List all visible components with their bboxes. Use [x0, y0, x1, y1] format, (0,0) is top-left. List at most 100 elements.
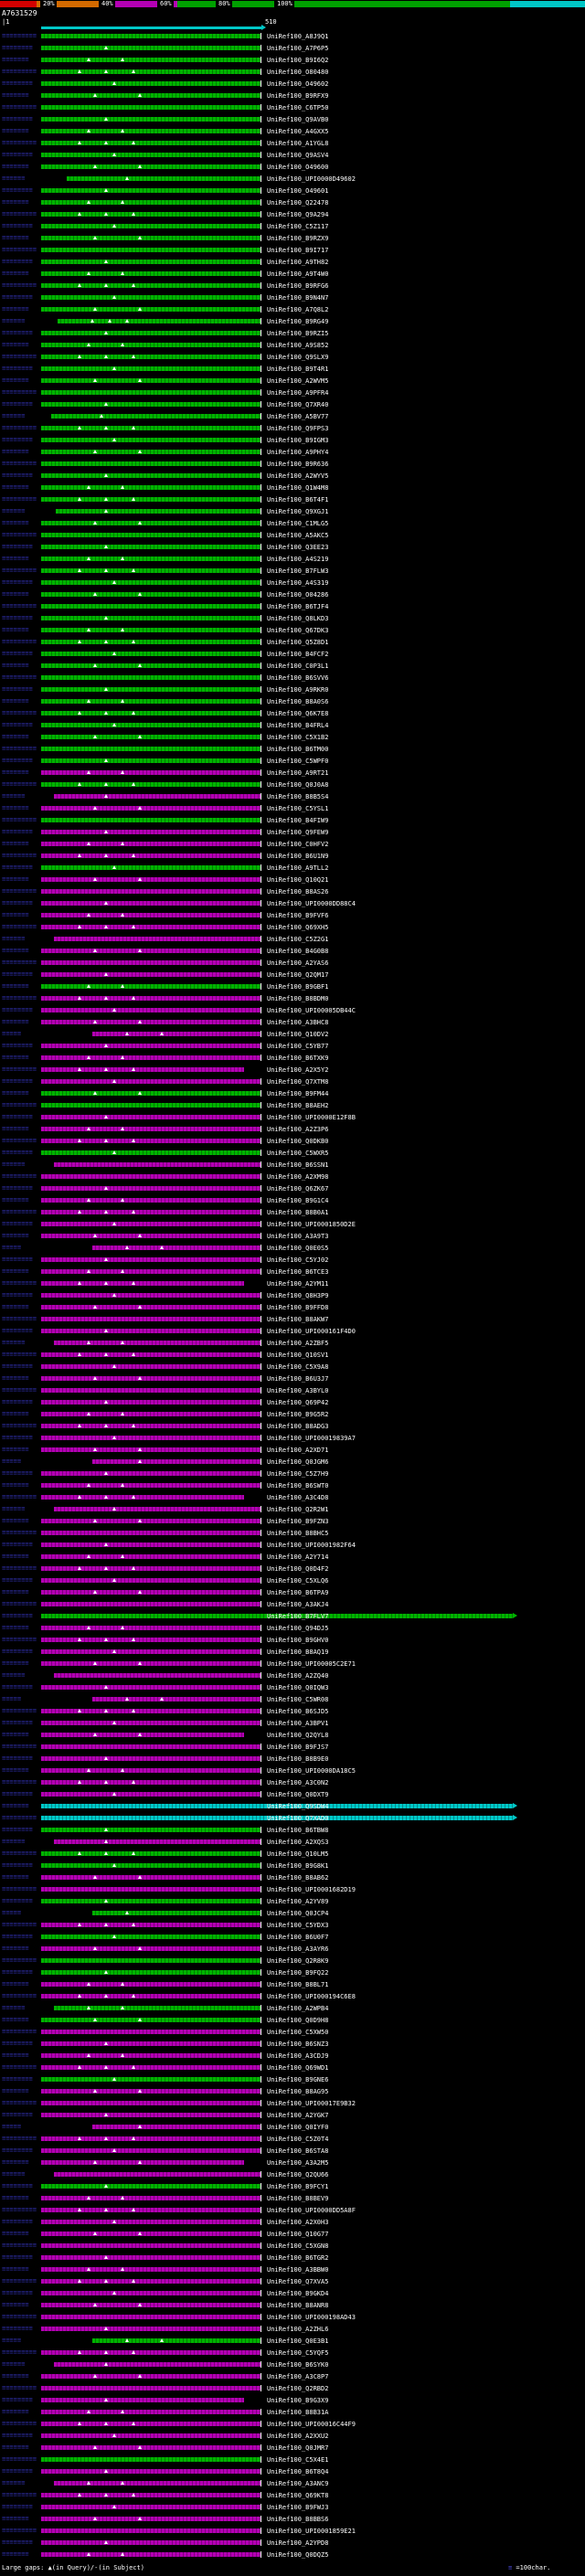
hit-accession-label: UniRef100_B9RFG6 [267, 282, 329, 290]
hit-accession-label: UniRef100_Q9A294 [267, 211, 329, 218]
gap-marker-icon [138, 1661, 143, 1665]
hit-accession-label: UniRef100_A2WVM5 [267, 377, 329, 385]
gap-marker-icon [125, 1697, 130, 1701]
alignment-bar [41, 2100, 261, 2106]
alignment-bar [41, 1744, 261, 1750]
gap-marker-icon [112, 1721, 117, 1724]
subject-overhang-glyphs: ≡≡≡≡≡≡≡≡≡ [2, 210, 37, 217]
gap-marker-icon [103, 2208, 108, 2211]
hit-row: ≡≡≡≡≡≡≡≡ UniRef100_B6U0F7 [0, 1931, 585, 1943]
hit-row: ≡≡≡≡≡≡≡≡ UniRef100_Q2QM17 [0, 969, 585, 981]
subject-overhang-glyphs: ≡≡≡≡≡ [2, 1695, 22, 1702]
subject-overhang-glyphs: ≡≡≡≡≡≡≡ [2, 1588, 29, 1595]
alignment-bar [41, 2278, 261, 2284]
subject-overhang-glyphs: ≡≡≡≡≡≡≡ [2, 2087, 29, 2094]
hit-accession-label: UniRef100_UPI0001859E21 [267, 2528, 356, 2535]
gap-marker-icon [103, 1424, 108, 1427]
hit-accession-label: UniRef100_B4FCF2 [267, 651, 329, 658]
gap-marker-icon [103, 46, 108, 49]
gap-marker-icon [103, 2184, 108, 2188]
gap-marker-icon [103, 1994, 108, 1998]
hit-row: ≡≡≡≡≡≡≡ UniRef100_B6U3J7 [0, 1373, 585, 1384]
subject-overhang-glyphs: ≡≡≡≡≡≡≡≡ [2, 365, 33, 372]
alignment-bar [41, 615, 261, 621]
hit-row: ≡≡≡≡≡≡≡≡ UniRef100_UPI0001982F64 [0, 1539, 585, 1551]
gap-marker-icon [112, 2077, 117, 2081]
hit-accession-label: UniRef100_UPI0000D49602 [267, 175, 356, 183]
subject-overhang-glyphs: ≡≡≡≡≡≡≡≡ [2, 2289, 33, 2296]
alignment-bar [41, 710, 261, 716]
gap-marker-icon [132, 2065, 136, 2069]
alignment-bar [41, 461, 261, 467]
gap-marker-icon [132, 2422, 136, 2425]
hit-accession-label: UniRef100_C5X1B2 [267, 734, 329, 741]
gap-marker-icon [103, 2279, 108, 2283]
gap-marker-icon [103, 141, 108, 144]
hit-row: ≡≡≡≡≡≡≡≡≡ UniRef100_Q9A294 [0, 208, 585, 220]
hit-accession-label: UniRef100_B9RG49 [267, 318, 329, 325]
subject-overhang-glyphs: ≡≡≡≡≡≡≡ [2, 198, 29, 206]
hit-row: ≡≡≡≡≡≡≡ UniRef100_A2Y714 [0, 1551, 585, 1563]
hit-accession-label: UniRef100_B8AKW7 [267, 1316, 329, 1323]
subject-overhang-glyphs: ≡≡≡≡≡≡≡≡ [2, 1719, 33, 1726]
alignment-bar [53, 1340, 261, 1346]
alignment-bar [41, 294, 261, 301]
gap-marker-icon [78, 925, 82, 928]
alignment-bar [41, 116, 261, 122]
subject-overhang-glyphs: ≡≡≡≡≡≡≡≡ [2, 1042, 33, 1049]
hit-accession-label: UniRef100_B8AQ19 [267, 1648, 329, 1656]
hit-row: ≡≡≡≡≡≡≡≡ UniRef100_A2ZHL6 [0, 2323, 585, 2335]
hit-row: ≡≡≡≡≡≡≡≡ UniRef100_Q0IQW3 [0, 1681, 585, 1693]
subject-overhang-glyphs: ≡≡≡≡≡≡≡ [2, 2158, 29, 2166]
subject-overhang-glyphs: ≡≡≡≡≡≡≡≡≡ [2, 709, 37, 716]
gap-marker-icon [103, 794, 108, 798]
alignment-bar [41, 888, 261, 895]
subject-overhang-glyphs: ≡≡≡≡≡≡≡ [2, 590, 29, 598]
hit-accession-label: UniRef100_Q9AVB0 [267, 116, 329, 123]
hit-accession-label: UniRef100_Q0E0S5 [267, 1245, 329, 1252]
gap-marker-icon [112, 1222, 117, 1225]
alignment-bar [53, 1672, 261, 1679]
alignment-bar [41, 1102, 261, 1108]
gap-marker-icon [103, 402, 108, 406]
hit-accession-label: UniRef100_Q9FEW9 [267, 829, 329, 836]
hit-row: ≡≡≡≡≡≡ UniRef100_Q2R2W1 [0, 1503, 585, 1515]
alignment-bar [41, 544, 261, 550]
alignment-bar [41, 2539, 261, 2546]
alignment-bar [41, 282, 261, 289]
subject-overhang-glyphs: ≡≡≡≡≡≡≡≡≡ [2, 1493, 37, 1500]
alignment-bar [92, 1696, 261, 1702]
subject-overhang-glyphs: ≡≡≡≡≡≡≡≡ [2, 329, 33, 336]
subject-overhang-glyphs: ≡≡≡≡≡≡≡ [2, 2301, 29, 2308]
alignment-bar [41, 2551, 261, 2558]
hit-accession-label: UniRef100_Q0D4F2 [267, 1565, 329, 1573]
gap-marker-icon [138, 2125, 143, 2128]
hit-row: ≡≡≡≡≡≡≡≡≡ UniRef100_Q2RBD2 [0, 2382, 585, 2394]
hit-row: ≡≡≡≡≡≡≡ UniRef100_Q1W4M8 [0, 482, 585, 493]
hit-row: ≡≡≡≡≡≡≡ UniRef100_B8BBS6 [0, 2513, 585, 2525]
hit-accession-label: UniRef100_Q9SDW4 [267, 1803, 329, 1810]
alignment-bar [41, 425, 261, 431]
hit-accession-label: UniRef100_B8BL71 [267, 1981, 329, 1988]
hit-accession-label: UniRef100_A3A2M5 [267, 2159, 329, 2167]
gap-marker-icon [103, 1828, 108, 1831]
gap-marker-icon [103, 616, 108, 620]
alignment-bar [56, 508, 261, 514]
gap-marker-icon [138, 378, 143, 382]
hit-accession-label: UniRef100_B4FRL4 [267, 722, 329, 729]
gap-marker-icon [132, 996, 136, 1000]
hit-row: ≡≡≡≡≡ UniRef100_Q0JCP4 [0, 1907, 585, 1919]
identity-key-tick-label: 80% [216, 1, 232, 7]
hit-row: ≡≡≡≡≡≡≡≡ UniRef100_O49601 [0, 185, 585, 196]
subject-overhang-glyphs: ≡≡≡≡≡≡≡≡≡ [2, 1065, 37, 1073]
hit-accession-label: UniRef100_A2XXU2 [267, 2433, 329, 2440]
hit-row: ≡≡≡≡≡≡≡ UniRef100_B8BL71 [0, 1978, 585, 1990]
alignment-bar [41, 1708, 261, 1714]
gap-marker-icon [86, 129, 90, 133]
gap-marker-icon [125, 2338, 130, 2342]
gap-marker-icon [86, 2006, 90, 2009]
subject-overhang-glyphs: ≡≡≡≡≡ [2, 1030, 22, 1037]
gap-marker-icon [103, 1186, 108, 1190]
hit-accession-label: UniRef100_Q10LM5 [267, 1850, 329, 1858]
gap-marker-icon [103, 355, 108, 358]
